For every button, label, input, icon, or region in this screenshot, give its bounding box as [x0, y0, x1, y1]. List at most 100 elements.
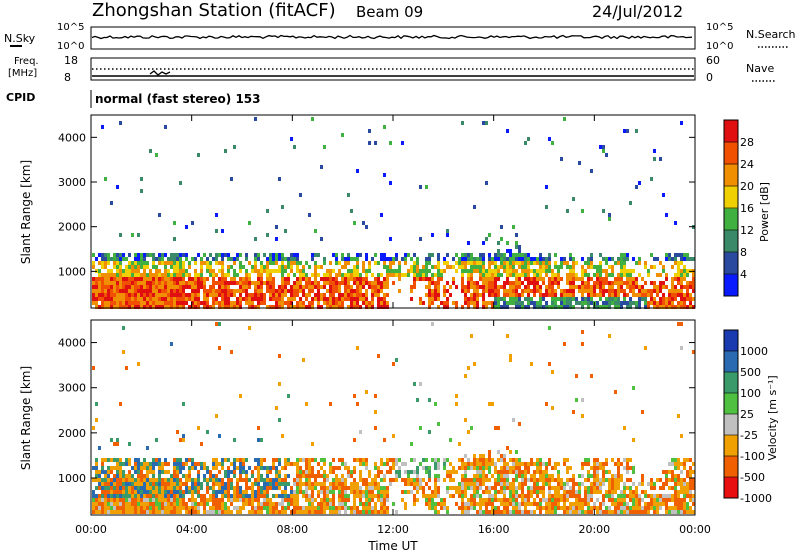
heatmap-cell — [221, 498, 224, 502]
heatmap-cell — [497, 506, 500, 510]
heatmap-cell — [191, 502, 194, 506]
colorbar-tick-label: 16 — [740, 202, 754, 215]
heatmap-cell — [512, 498, 515, 502]
heatmap-cell — [620, 478, 623, 482]
heatmap-cell — [131, 494, 134, 498]
heatmap-cell — [170, 253, 173, 257]
heatmap-cell — [500, 510, 503, 514]
heatmap-cell — [446, 305, 449, 309]
heatmap-cell — [500, 466, 503, 470]
heatmap-cell — [398, 466, 401, 470]
heatmap-cell — [677, 281, 680, 285]
heatmap-cell — [146, 261, 149, 265]
heatmap-cell — [143, 269, 146, 273]
heatmap-cell — [125, 502, 128, 506]
heatmap-cell — [518, 422, 521, 426]
heatmap-cell — [386, 498, 389, 502]
heatmap-cell — [356, 169, 359, 173]
heatmap-cell — [467, 301, 470, 305]
heatmap-cell — [599, 482, 602, 486]
heatmap-cell — [176, 265, 179, 269]
heatmap-cell — [584, 273, 587, 277]
heatmap-cell — [248, 486, 251, 490]
heatmap-cell — [272, 502, 275, 506]
heatmap-cell — [506, 261, 509, 265]
heatmap-cell — [239, 253, 242, 257]
heatmap-cell — [383, 506, 386, 510]
heatmap-cell — [416, 257, 419, 261]
heatmap-cell — [479, 470, 482, 474]
heatmap-cell — [443, 305, 446, 309]
heatmap-cell — [215, 498, 218, 502]
heatmap-cell — [530, 289, 533, 293]
heatmap-cell — [263, 297, 266, 301]
heatmap-cell — [692, 285, 695, 289]
heatmap-cell — [686, 502, 689, 506]
heatmap-cell — [269, 502, 272, 506]
heatmap-cell — [149, 478, 152, 482]
heatmap-cell — [167, 273, 170, 277]
heatmap-cell — [128, 458, 131, 462]
heatmap-cell — [473, 498, 476, 502]
heatmap-cell — [227, 474, 230, 478]
heatmap-cell — [428, 430, 431, 434]
heatmap-cell — [269, 285, 272, 289]
heatmap-cell — [542, 474, 545, 478]
heatmap-cell — [635, 498, 638, 502]
heatmap-cell — [239, 305, 242, 309]
heatmap-cell — [545, 301, 548, 305]
heatmap-cell — [104, 498, 107, 502]
heatmap-cell — [500, 490, 503, 494]
heatmap-cell — [110, 269, 113, 273]
heatmap-cell — [272, 458, 275, 462]
freq-panel-frame — [90, 57, 696, 81]
heatmap-cell — [170, 277, 173, 281]
heatmap-cell — [692, 305, 695, 309]
heatmap-cell — [95, 486, 98, 490]
heatmap-cell — [683, 506, 686, 510]
heatmap-cell — [527, 478, 530, 482]
heatmap-cell — [461, 478, 464, 482]
heatmap-cell — [662, 486, 665, 490]
heatmap-cell — [251, 293, 254, 297]
heatmap-cell — [506, 257, 509, 261]
heatmap-cell — [380, 462, 383, 466]
heatmap-cell — [494, 273, 497, 277]
heatmap-cell — [638, 301, 641, 305]
heatmap-cell — [377, 281, 380, 285]
heatmap-cell — [296, 289, 299, 293]
heatmap-cell — [596, 490, 599, 494]
heatmap-cell — [641, 285, 644, 289]
heatmap-cell — [98, 482, 101, 486]
heatmap-cell — [659, 289, 662, 293]
heatmap-cell — [545, 261, 548, 265]
heatmap-cell — [164, 470, 167, 474]
heatmap-cell — [548, 490, 551, 494]
heatmap-cell — [500, 225, 503, 229]
heatmap-cell — [338, 482, 341, 486]
heatmap-cell — [197, 273, 200, 277]
heatmap-cell — [656, 305, 659, 309]
heatmap-cell — [512, 265, 515, 269]
heatmap-cell — [299, 506, 302, 510]
heatmap-cell — [626, 305, 629, 309]
heatmap-cell — [416, 498, 419, 502]
heatmap-cell — [119, 482, 122, 486]
heatmap-cell — [227, 301, 230, 305]
heatmap-cell — [275, 289, 278, 293]
heatmap-cell — [431, 253, 434, 257]
heatmap-cell — [665, 257, 668, 261]
heatmap-cell — [593, 470, 596, 474]
heatmap-cell — [605, 458, 608, 462]
heatmap-cell — [509, 494, 512, 498]
heatmap-cell — [248, 301, 251, 305]
heatmap-cell — [518, 293, 521, 297]
heatmap-cell — [134, 261, 137, 265]
heatmap-cell — [560, 482, 563, 486]
heatmap-cell — [119, 289, 122, 293]
heatmap-cell — [356, 458, 359, 462]
heatmap-cell — [371, 305, 374, 309]
heatmap-cell — [479, 458, 482, 462]
heatmap-cell — [635, 490, 638, 494]
heatmap-cell — [566, 482, 569, 486]
